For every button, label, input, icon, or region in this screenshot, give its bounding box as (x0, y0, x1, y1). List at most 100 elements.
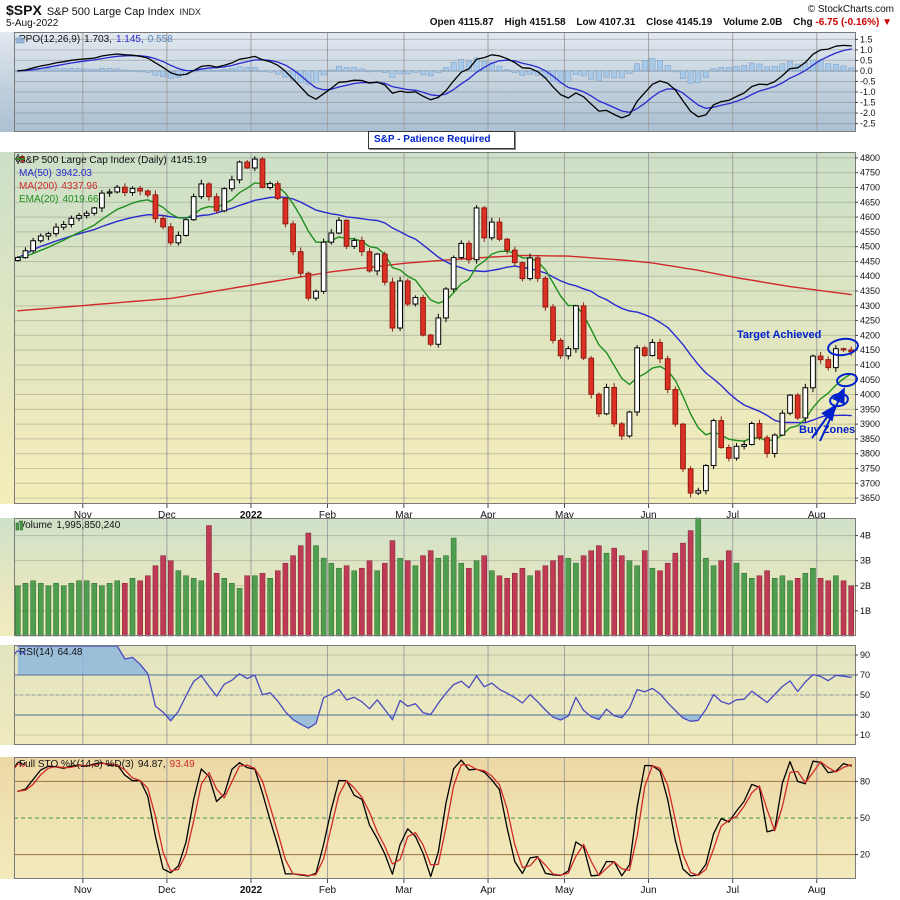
sto-d-value: 93.49 (169, 759, 195, 770)
volume-label: Volume (723, 17, 759, 28)
svg-text:4300: 4300 (860, 301, 880, 311)
low-label: Low (576, 17, 597, 28)
svg-text:4250: 4250 (860, 316, 880, 326)
svg-text:1B: 1B (860, 606, 871, 616)
price-plot: 4800 4750 4700 4650 4600 4550 4500 4450 4400 4350… (14, 152, 880, 521)
svg-text:3950: 3950 (860, 404, 880, 414)
svg-text:3700: 3700 (860, 478, 880, 488)
svg-text:3900: 3900 (860, 419, 880, 429)
price-legend: S&P 500 Large Cap Index (Daily) 4145.19 … (15, 154, 207, 206)
high-value: 4151.58 (529, 17, 566, 28)
volume-legend: Volume 1,995,850,240 (15, 520, 120, 531)
svg-text:3800: 3800 (860, 449, 880, 459)
svg-text:4800: 4800 (860, 153, 880, 163)
svg-text:Aug: Aug (808, 510, 826, 521)
sto-k-value: 94.87, (137, 759, 166, 770)
svg-text:4400: 4400 (860, 271, 880, 281)
svg-text:Mar: Mar (395, 885, 413, 896)
volume-plot: 4B 3B 2B 1B (14, 517, 871, 637)
svg-text:90: 90 (860, 650, 870, 660)
ppo-panel-background (0, 32, 855, 132)
note-box: S&P - Patience Required (368, 131, 515, 149)
rsi-plot: 90 70 50 30 10 (14, 645, 870, 745)
ppo-legend: PPO(12,26,9) 1.703, 1.145, 0.558 (15, 34, 173, 45)
svg-text:May: May (555, 510, 574, 521)
svg-text:-0.5: -0.5 (860, 76, 876, 86)
stochastics-plot: 80 50 20 Nov Dec 2022 Feb Mar Apr May Jun Jul Aug (14, 757, 870, 896)
volume-panel: 4B 3B 2B 1B Volume 1,995,850,240 (0, 517, 900, 637)
svg-text:Nov: Nov (74, 510, 92, 521)
svg-text:Mar: Mar (395, 510, 413, 521)
open-label: Open (429, 17, 456, 28)
target-achieved-label: Target Achieved (737, 329, 822, 341)
rsi-panel: 90 70 50 30 10 RSI(14) 64.48 (0, 645, 900, 745)
svg-text:2022: 2022 (240, 510, 263, 521)
volume-value: 2.0B (761, 17, 783, 28)
rsi-legend-value: 64.48 (57, 647, 83, 658)
ma200-label: MA(200) (19, 181, 58, 192)
svg-text:0.5: 0.5 (860, 55, 873, 65)
chg-value: -6.75 (-0.16%) (815, 17, 880, 28)
svg-text:4200: 4200 (860, 330, 880, 340)
svg-text:4600: 4600 (860, 212, 880, 222)
price-legend-title: S&P 500 Large Cap Index (Daily) (19, 155, 167, 166)
svg-text:-2.5: -2.5 (860, 119, 876, 129)
svg-text:1.5: 1.5 (860, 34, 873, 44)
svg-text:Dec: Dec (158, 510, 176, 521)
svg-text:3850: 3850 (860, 434, 880, 444)
ppo-legend-name: PPO(12,26,9) (19, 34, 81, 45)
ohlc-quote: Open 4115.87 High 4151.58 Low 4107.31 Cl… (430, 17, 892, 28)
open-value: 4115.87 (458, 17, 494, 28)
svg-text:Apr: Apr (480, 510, 496, 521)
svg-text:70: 70 (860, 670, 870, 680)
rsi-legend: RSI(14) 64.48 (14, 647, 83, 658)
svg-text:3750: 3750 (860, 464, 880, 474)
ema20-value: 4019.66 (62, 194, 99, 205)
ppo-value: 1.703, (84, 34, 112, 45)
svg-text:0.0: 0.0 (860, 66, 873, 76)
ma50-value: 3942.03 (55, 168, 92, 179)
close-value: 4145.19 (676, 17, 713, 28)
svg-text:3B: 3B (860, 556, 871, 566)
symbol: $SPX (6, 2, 42, 18)
svg-text:-2.0: -2.0 (860, 108, 876, 118)
note-box-text: S&P - Patience Required (374, 134, 491, 145)
volume-legend-name: Volume (19, 520, 53, 531)
ppo-hist-value: 0.558 (147, 34, 173, 45)
sto-legend-name: Full STO %K(14,3) %D(3) (19, 759, 134, 770)
high-label: High (504, 17, 527, 28)
svg-text:50: 50 (860, 813, 870, 823)
chg-label: Chg (793, 17, 813, 28)
price-legend-value: 4145.19 (170, 155, 207, 166)
svg-text:May: May (555, 885, 574, 896)
svg-text:4150: 4150 (860, 345, 880, 355)
ma200-value: 4337.96 (61, 181, 98, 192)
index-name: S&P 500 Large Cap Index (46, 6, 175, 18)
svg-text:Feb: Feb (319, 510, 337, 521)
svg-text:10: 10 (860, 730, 870, 740)
svg-text:4000: 4000 (860, 390, 880, 400)
svg-text:4500: 4500 (860, 242, 880, 252)
price-panel: 4800 4750 4700 4650 4600 4550 4500 4450 4400 4350… (0, 152, 900, 521)
svg-text:4050: 4050 (860, 375, 880, 385)
low-value: 4107.31 (599, 17, 636, 28)
chg-down-triangle-icon: ▼ (882, 17, 892, 28)
svg-text:2022: 2022 (240, 885, 263, 896)
svg-text:4B: 4B (860, 531, 871, 541)
svg-text:Jul: Jul (726, 510, 739, 521)
ma50-label: MA(50) (19, 168, 52, 179)
svg-text:-1.0: -1.0 (860, 87, 876, 97)
svg-text:4700: 4700 (860, 182, 880, 192)
svg-text:Nov: Nov (74, 885, 92, 896)
svg-text:Jun: Jun (641, 510, 657, 521)
svg-text:Apr: Apr (480, 885, 496, 896)
stochastics-panel: 80 50 20 Nov Dec 2022 Feb Mar Apr May Jun Jul Aug Fu… (0, 757, 900, 896)
ppo-plot: 1.51.00.50.0-0.5-1.0-1.5-2.0-2.5 (14, 32, 876, 132)
svg-text:Dec: Dec (158, 885, 176, 896)
svg-text:4750: 4750 (860, 168, 880, 178)
close-label: Close (646, 17, 674, 28)
volume-legend-value: 1,995,850,240 (56, 520, 121, 531)
svg-text:Jun: Jun (641, 885, 657, 896)
copyright-link[interactable]: © StockCharts.com (807, 4, 894, 15)
svg-text:4450: 4450 (860, 256, 880, 266)
